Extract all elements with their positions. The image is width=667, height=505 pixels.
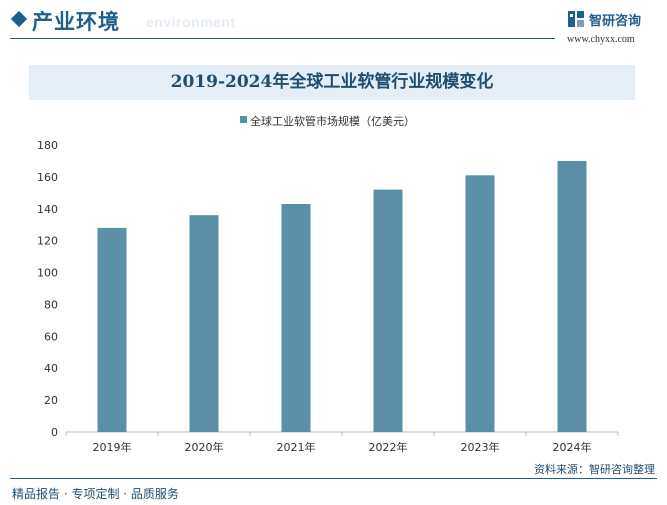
y-tick-label: 140 bbox=[37, 203, 58, 216]
brand-url: www.chyxx.com bbox=[567, 34, 635, 45]
y-tick-label: 120 bbox=[37, 235, 58, 248]
x-tick-label: 2021年 bbox=[277, 440, 316, 454]
header-divider bbox=[10, 38, 555, 39]
section-subtitle: environment bbox=[146, 14, 236, 30]
bar bbox=[281, 203, 311, 432]
y-tick-label: 60 bbox=[44, 330, 58, 343]
footer-tagline: 精品报告 · 专项定制 · 品质服务 bbox=[12, 487, 179, 501]
y-tick-label: 180 bbox=[37, 139, 58, 152]
chart-title-band: 2019-2024年全球工业软管行业规模变化 bbox=[29, 65, 635, 100]
y-tick-label: 0 bbox=[51, 426, 58, 439]
bar bbox=[97, 227, 127, 432]
y-tick-label: 80 bbox=[44, 298, 58, 311]
x-tick-label: 2022年 bbox=[369, 440, 408, 454]
x-tick-label: 2023年 bbox=[461, 440, 500, 454]
section-title: 产业环境 bbox=[32, 10, 120, 34]
y-tick-label: 100 bbox=[37, 267, 58, 280]
data-source: 资料来源：智研咨询整理 bbox=[534, 463, 655, 476]
footer-divider bbox=[10, 478, 657, 479]
bar bbox=[465, 175, 495, 433]
y-tick-label: 40 bbox=[44, 362, 58, 375]
chart-title: 2019-2024年全球工业软管行业规模变化 bbox=[170, 72, 494, 92]
page-header: 产业环境 environment bbox=[0, 0, 667, 44]
y-tick-label: 160 bbox=[37, 171, 58, 184]
bar bbox=[373, 189, 403, 432]
legend-swatch bbox=[240, 116, 247, 123]
brand-name: 智研咨询 bbox=[589, 14, 642, 29]
y-tick-label: 20 bbox=[44, 394, 58, 407]
brand-logo: 智研咨询 www.chyxx.com bbox=[567, 8, 663, 48]
brand-logo-icon bbox=[568, 11, 584, 27]
legend-label: 全球工业软管市场规模（亿美元） bbox=[250, 115, 415, 128]
x-tick-label: 2024年 bbox=[553, 440, 592, 454]
bar bbox=[189, 215, 219, 432]
x-tick-label: 2020年 bbox=[185, 440, 224, 454]
x-tick-label: 2019年 bbox=[93, 440, 132, 454]
bar bbox=[557, 160, 587, 432]
